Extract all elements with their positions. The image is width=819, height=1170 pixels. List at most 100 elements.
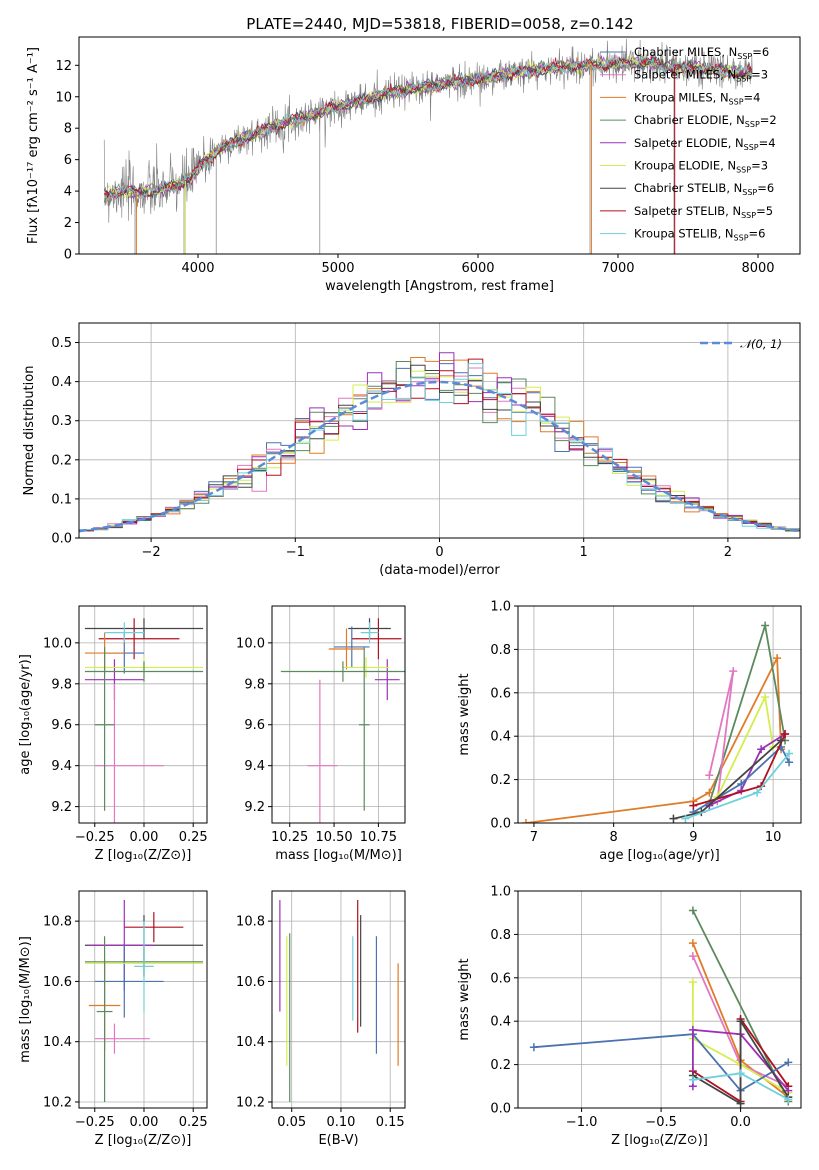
legend-suffix: =2	[760, 113, 777, 127]
y-tick-label: 10.0	[236, 636, 265, 651]
series-marker	[761, 621, 770, 630]
legend-suffix: =5	[756, 204, 773, 218]
plot-area	[280, 618, 405, 823]
series-marker	[784, 1058, 793, 1067]
legend-suffix: =6	[749, 227, 766, 241]
figure-title: PLATE=2440, MJD=53818, FIBERID=0058, z=0…	[246, 15, 633, 33]
legend-label: Salpeter ELODIE, N	[634, 136, 744, 150]
series-marker	[785, 758, 794, 767]
legend-label: Kroupa MILES, N	[634, 90, 729, 104]
legend-entry: Kroupa MILES, NSSP=4	[634, 90, 760, 106]
series-marker	[688, 1025, 697, 1034]
x-tick-label: 9	[689, 830, 697, 845]
plot-area	[84, 900, 204, 1102]
y-axis-label: Flux [fλ10⁻¹⁷ erg cm⁻² s⁻¹ A⁻¹]	[26, 47, 41, 244]
chart-mass-vs-ebv: 0.05 0.10 0.15 10.2 10.4 10.6 10.8 E(B-V)	[236, 890, 406, 1148]
legend-sub: SSP	[745, 120, 760, 129]
model-line-chabrier-stelib	[103, 55, 752, 199]
series-marker	[737, 779, 746, 788]
y-tick-label: 0.4	[490, 730, 511, 745]
y-tick-label: 0.0	[51, 532, 72, 547]
y-tick-label: 0.2	[490, 1058, 511, 1073]
x-axis-label: (data-model)/error	[379, 563, 500, 578]
x-tick-label: 0.10	[326, 1115, 355, 1130]
plot-area	[529, 906, 793, 1108]
y-axis-label: mass weight	[457, 673, 472, 755]
plot-area	[79, 352, 800, 538]
series-line-salpeter-elodie	[692, 1028, 789, 1092]
y-tick-label: 4	[64, 185, 72, 200]
y-tick-label: 1.0	[490, 885, 511, 900]
y-tick-label: 9.8	[244, 677, 265, 692]
series-line-kroupa-elodie	[692, 982, 789, 1094]
legend-entry: Kroupa STELIB, NSSP=6	[634, 227, 765, 243]
series-marker	[705, 771, 714, 780]
legend: 𝒩(0, 1)	[700, 337, 782, 351]
x-tick-label: 0.25	[179, 830, 208, 845]
legend-sub: SSP	[736, 166, 751, 175]
legend-suffix: =4	[744, 90, 761, 104]
y-tick-label: 9.4	[244, 759, 265, 774]
model-line-salpeter-stelib	[103, 56, 752, 200]
y-tick-label: 0.4	[490, 1015, 511, 1030]
series-line-chabrier-elodie	[692, 910, 790, 1102]
y-tick-label: 0.8	[490, 928, 511, 943]
legend-sub: SSP	[741, 211, 756, 220]
y-tick-label: 0	[64, 248, 72, 263]
series-marker	[681, 814, 690, 823]
legend-sub: SSP	[737, 52, 752, 61]
x-tick-label: 0.00	[130, 830, 159, 845]
x-tick-label: −1.0	[566, 1115, 598, 1130]
chart-weight-vs-age: 7 8 9 10 0.0 0.2 0.4 0.6 0.8 1.0 age [log₁₀(age/yr…	[457, 600, 802, 863]
y-tick-label: 6	[64, 153, 72, 168]
x-axis-label: age [log₁₀(age/yr)]	[599, 848, 720, 863]
series-marker	[761, 693, 770, 702]
series-marker	[669, 814, 678, 823]
legend-entry: Salpeter ELODIE, NSSP=4	[634, 136, 776, 152]
x-tick-label: −1	[286, 545, 305, 560]
x-axis-label: E(B-V)	[318, 1133, 358, 1148]
y-tick-label: 9.2	[244, 800, 265, 815]
chart-spectrum: 4000 5000 6000 7000 8000 0 2 4 6 8 10 12 wavelength …	[26, 36, 801, 294]
series-marker	[781, 730, 790, 739]
legend-sub: SSP	[729, 97, 744, 106]
y-axis-label: Normed distribution	[22, 366, 37, 496]
x-tick-label: 10.75	[360, 830, 397, 845]
y-tick-label: 12	[55, 59, 72, 74]
axes-frame	[271, 890, 406, 1109]
legend-entry: Chabrier STELIB, NSSP=6	[634, 181, 774, 197]
x-axis-label: mass [log₁₀(M/M⊙)]	[275, 848, 402, 863]
plot-area	[521, 621, 794, 823]
legend-entry: Chabrier ELODIE, NSSP=2	[634, 113, 777, 129]
x-axis-label: Z [log₁₀(Z/Z⊙)]	[95, 1133, 192, 1148]
legend-entry: Salpeter STELIB, NSSP=5	[634, 204, 773, 220]
axes-frame	[271, 605, 406, 824]
y-tick-label: 10.4	[236, 1035, 265, 1050]
x-tick-label: 10	[765, 830, 782, 845]
x-tick-label: 0.25	[179, 1115, 208, 1130]
y-tick-label: 2	[64, 216, 72, 231]
y-tick-label: 1.0	[490, 600, 511, 615]
x-tick-label: 0.00	[130, 1115, 159, 1130]
series-marker	[688, 952, 697, 961]
y-tick-label: 10.0	[43, 636, 72, 651]
x-tick-label: 10.25	[271, 830, 308, 845]
legend-sub: SSP	[734, 234, 749, 243]
chart-residuals: −2 −1 0 1 2 0.0 0.1 0.2 0.3 0.4 0.5 (data-model)/er…	[22, 322, 801, 578]
legend-label: Chabrier ELODIE, N	[634, 113, 745, 127]
panels: 4000 5000 6000 7000 8000024681012wavelength …	[18, 36, 802, 1148]
axes-frame	[78, 36, 801, 255]
x-tick-label: 1	[580, 545, 588, 560]
x-tick-label: 10.50	[315, 830, 352, 845]
x-tick-label: 0.15	[376, 1115, 405, 1130]
x-tick-label: 2	[724, 545, 732, 560]
legend-suffix: =6	[752, 45, 769, 59]
legend-label: Chabrier STELIB, N	[634, 181, 742, 195]
hist-kroupa-stelib	[79, 363, 800, 538]
y-tick-label: 10.8	[236, 915, 265, 930]
y-tick-label: 10.6	[236, 975, 265, 990]
y-axis-label: mass weight	[457, 958, 472, 1040]
series-marker	[688, 1075, 697, 1084]
